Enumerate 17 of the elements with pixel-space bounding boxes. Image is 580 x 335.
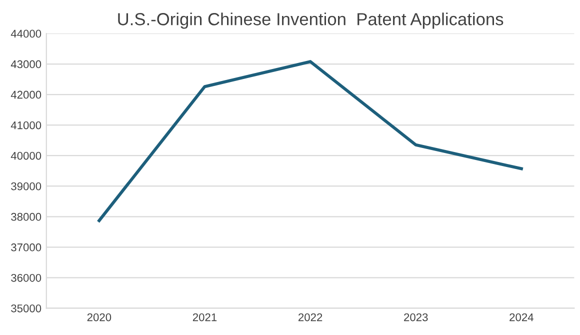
y-tick-label: 43000: [10, 60, 42, 68]
x-tick-label: 2020: [87, 313, 112, 322]
x-tick-label: 2024: [510, 313, 534, 322]
y-tick-label: 41000: [10, 121, 42, 130]
x-tick-label: 2023: [404, 313, 428, 322]
chart-title: U.S.-Origin Chinese Invention Patent Applications: [118, 12, 504, 29]
y-tick-label: 36000: [11, 274, 42, 282]
y-tick-label: 44000: [10, 30, 42, 38]
y-tick-label: 37000: [11, 243, 42, 252]
line-series: [98, 60, 523, 222]
x-tick-label: 2021: [192, 313, 217, 322]
y-tick-label: 35000: [11, 304, 42, 312]
y-tick-label: 39000: [11, 182, 42, 190]
y-tick-label: 42000: [10, 90, 42, 99]
y-tick-label: 38000: [11, 212, 42, 221]
x-tick-label: 2022: [298, 313, 322, 322]
y-tick-label: 40000: [10, 152, 42, 160]
